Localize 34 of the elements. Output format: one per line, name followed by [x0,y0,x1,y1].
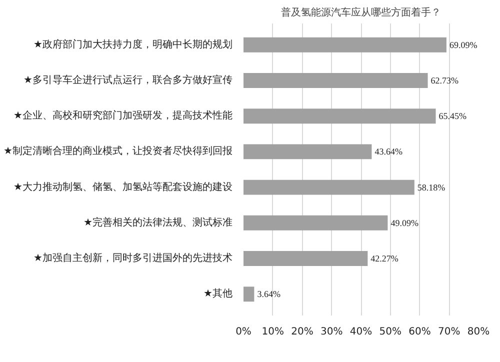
y-tick-label: ★加强自主创新，同时多引进国外的先进技术 [34,252,233,264]
x-tick-label: 60% [408,326,431,338]
x-tick-label: 70% [438,326,460,338]
data-label: 3.64% [257,289,281,300]
y-tick-label: ★企业、高校和研究部门加强研发，提高技术性能 [14,110,233,122]
bar [244,73,428,88]
y-tick-label: ★完善相关的法律法规、测试标准 [84,216,233,228]
y-tick-label: ★政府部门加大扶持力度，明确中长期的规划 [34,38,233,50]
bar [244,37,446,52]
bar [244,286,254,302]
data-label: 49.09% [390,218,419,228]
bar [244,251,368,266]
bar [244,215,388,230]
y-tick-label: ★多引导车企进行试点运行，联合多方做好宣传 [24,74,233,86]
x-tick-label: 40% [350,326,372,338]
data-label: 62.73% [430,75,460,86]
data-label: 69.09% [449,40,478,50]
bar [244,144,372,160]
y-tick-label: ★大力推动制氢、储氢、加氢站等配套设施的建设 [14,180,233,193]
x-tick-label: 30% [320,326,343,338]
y-tick-label: ★制定清晰合理的商业模式，让投资者尽快得到回报 [4,145,233,158]
data-label: 58.18% [417,182,446,192]
x-tick-label: 80% [467,326,490,338]
bar [244,108,436,124]
x-tick-label: 0% [236,326,252,338]
data-label: 42.27% [370,254,399,264]
x-tick-label: 20% [291,326,314,338]
x-tick-label: 50% [379,326,402,338]
x-tick-label: 10% [262,326,284,338]
y-tick-label: ★其他 [204,288,233,300]
chart-title: 普及氢能源汽车应从哪些方面着手？ [281,6,441,18]
data-label: 43.64% [374,146,403,157]
bar [244,180,414,195]
data-label: 65.45% [438,111,468,122]
